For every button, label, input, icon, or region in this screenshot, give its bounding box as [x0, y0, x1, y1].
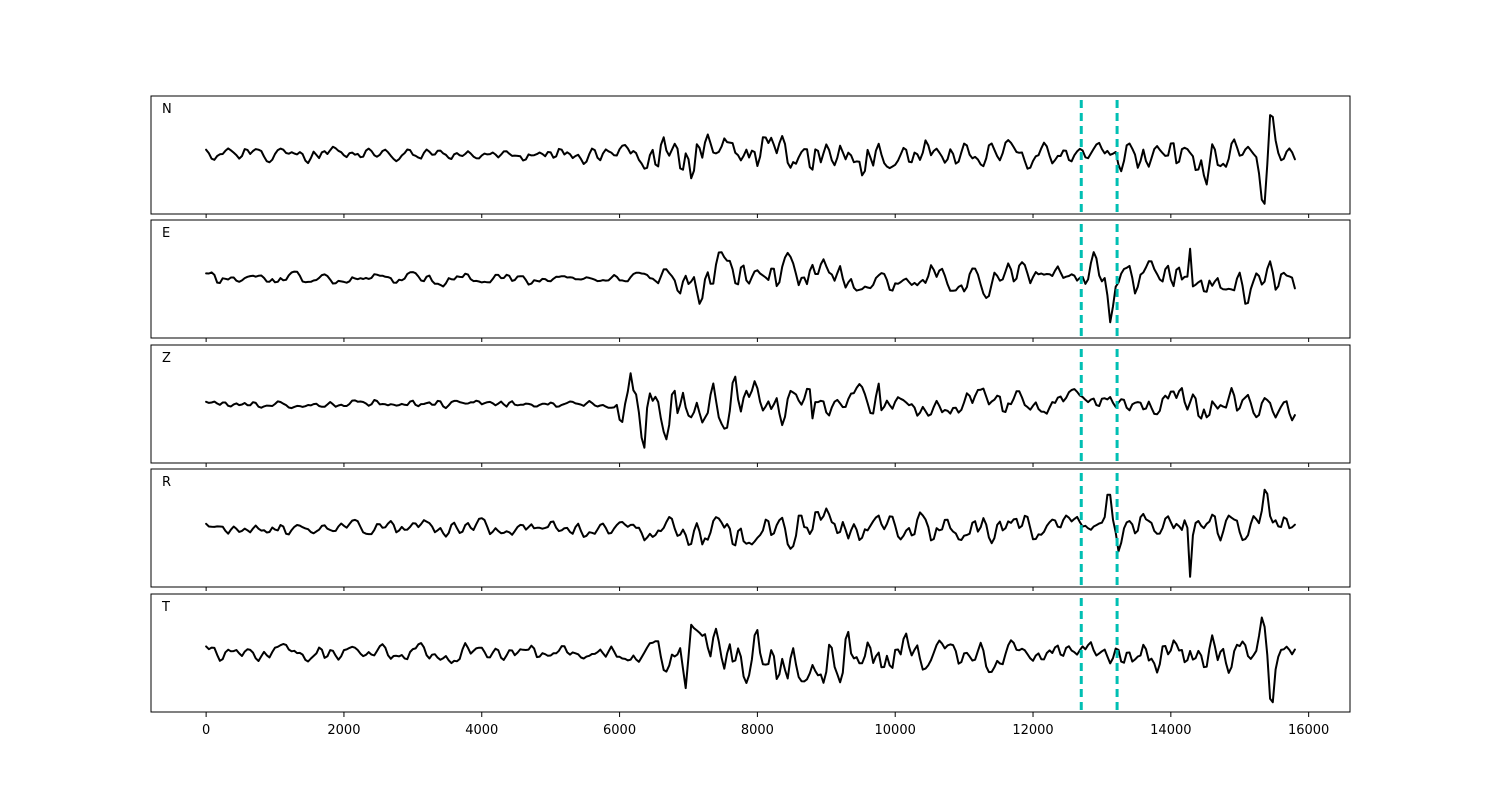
- waveform-trace: [205, 114, 1296, 205]
- panel-label: T: [161, 600, 170, 615]
- panels: N E Z R T: [150, 95, 1351, 713]
- panel-frame: [150, 593, 1351, 713]
- x-tick-label: 0: [202, 723, 210, 738]
- panel-t: T: [150, 593, 1351, 713]
- waveform-trace: [205, 488, 1296, 578]
- panel-e: E: [150, 219, 1351, 342]
- x-tick-label: 8000: [741, 723, 774, 738]
- x-tick-label: 14000: [1150, 723, 1191, 738]
- panel-label: N: [162, 102, 172, 117]
- panel-frame: [150, 468, 1351, 588]
- waveform-trace: [205, 372, 1296, 449]
- x-tick-label: 6000: [603, 723, 636, 738]
- x-tick-label: 12000: [1012, 723, 1053, 738]
- panel-frame: [150, 344, 1351, 464]
- panel-n: N: [150, 95, 1351, 218]
- panel-label: Z: [162, 351, 171, 366]
- panel-z: Z: [150, 344, 1351, 467]
- waveform-trace: [205, 616, 1296, 704]
- panel-frame: [150, 95, 1351, 215]
- panel-label: R: [162, 475, 171, 490]
- waveform-trace: [205, 247, 1296, 324]
- x-tick-label: 10000: [875, 723, 916, 738]
- panel-label: E: [162, 226, 170, 241]
- x-axis: 0 2000 4000 6000 8000 10000 12000 14000 16000: [202, 712, 1329, 738]
- x-tick-label: 2000: [327, 723, 360, 738]
- x-tick-label: 4000: [465, 723, 498, 738]
- panel-r: R: [150, 468, 1351, 591]
- x-tick-label: 16000: [1288, 723, 1329, 738]
- panel-frame: [150, 219, 1351, 339]
